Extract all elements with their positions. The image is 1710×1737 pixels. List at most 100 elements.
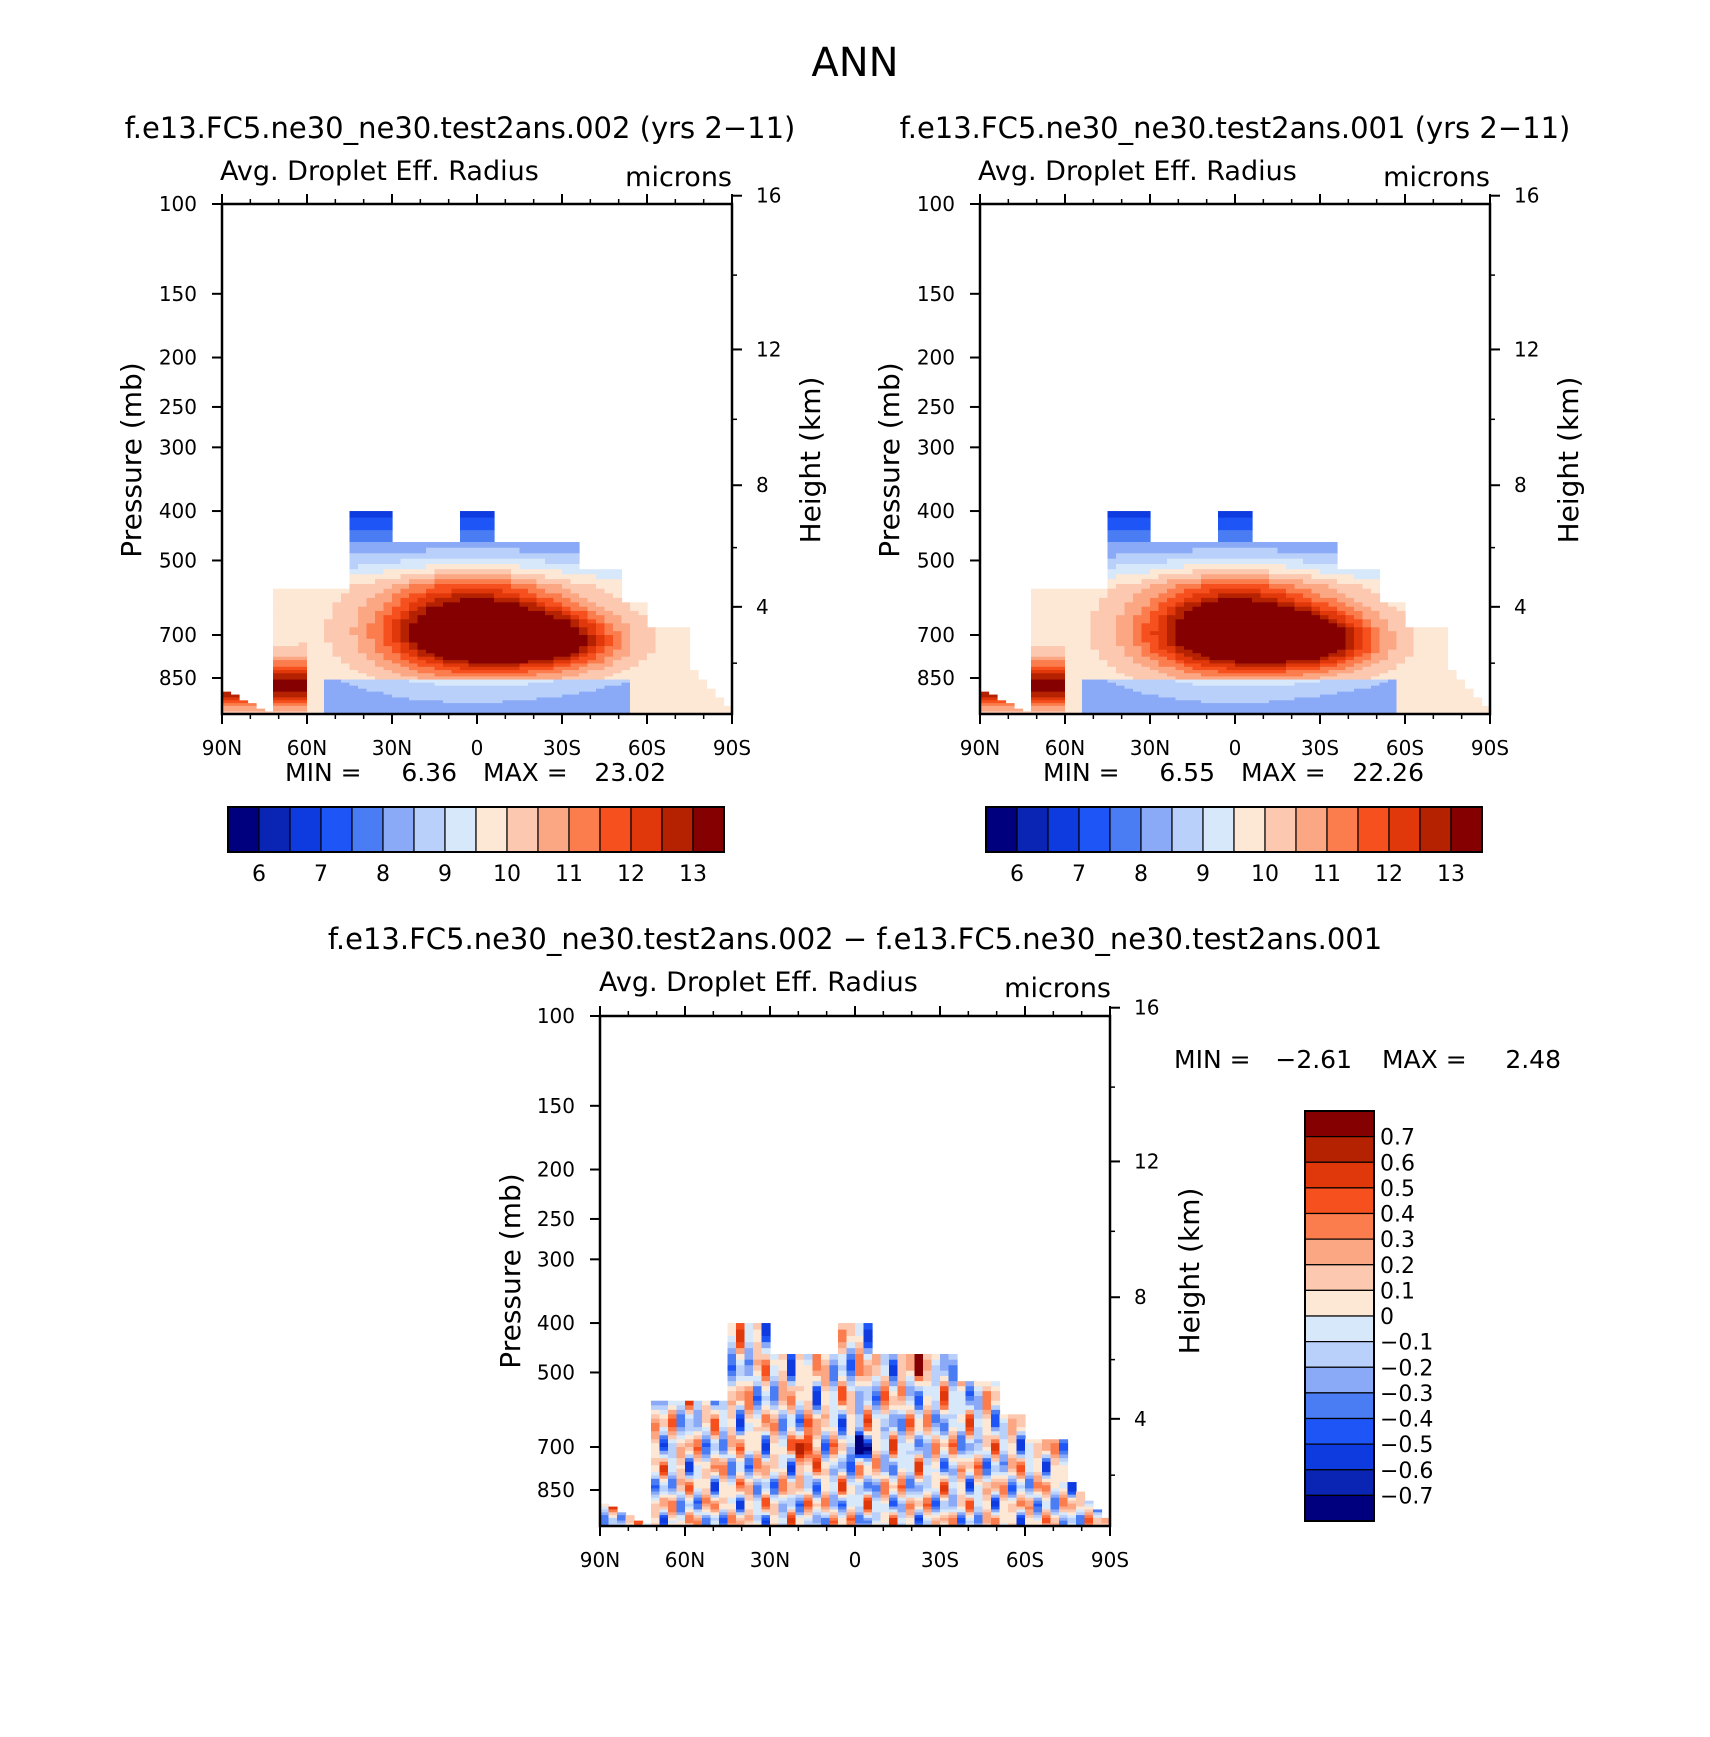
contour-cell — [1125, 650, 1134, 654]
contour-cell — [1278, 650, 1287, 654]
contour-cell — [622, 635, 631, 639]
contour-cell — [1040, 611, 1049, 616]
contour-cell — [435, 623, 444, 628]
contour-cell — [1312, 553, 1321, 559]
contour-cell — [1108, 653, 1117, 657]
contour-cell — [1261, 646, 1270, 650]
contour-cell — [290, 642, 299, 646]
contour-cell — [409, 615, 418, 620]
contour-cell — [711, 1405, 720, 1410]
contour-cell — [537, 574, 546, 580]
contour-cell — [1048, 635, 1057, 639]
contour-cell — [1031, 627, 1040, 631]
contour-cell — [358, 607, 367, 612]
contour-cell — [511, 569, 520, 575]
contour-cell — [1371, 631, 1380, 635]
contour-cell — [728, 1419, 737, 1424]
contour-cell — [1312, 646, 1321, 650]
contour-cell — [1108, 607, 1117, 612]
contour-cell — [1337, 642, 1346, 646]
contour-cell — [753, 1348, 762, 1354]
contour-cell — [1116, 639, 1125, 643]
contour-cell — [1065, 631, 1074, 635]
contour-cell — [1286, 607, 1295, 612]
contour-cell — [537, 559, 546, 565]
contour-cell — [1108, 574, 1117, 580]
contour-cell — [520, 657, 529, 661]
contour-cell — [1031, 589, 1040, 594]
contour-cell — [1363, 598, 1372, 603]
contour-cell — [1269, 589, 1278, 594]
contour-cell — [745, 1439, 754, 1443]
contour-cell — [1346, 639, 1355, 643]
contour-cell — [702, 1447, 711, 1451]
contour-cell — [1150, 542, 1159, 548]
contour-cell — [762, 1371, 771, 1377]
x-tick-label: 60N — [1045, 736, 1085, 760]
contour-cell — [333, 653, 342, 657]
contour-cell — [486, 650, 495, 654]
contour-cell — [1235, 607, 1244, 612]
contour-cell — [418, 602, 427, 607]
contour-cell — [622, 611, 631, 616]
contour-cell — [503, 631, 512, 635]
contour-cell — [677, 1414, 686, 1419]
contour-cell — [1031, 607, 1040, 612]
contour-cell — [1439, 646, 1448, 650]
contour-cell — [1167, 569, 1176, 575]
contour-cell — [452, 542, 461, 548]
contour-cell — [537, 611, 546, 616]
contour-cell — [1074, 619, 1083, 624]
contour-cell — [290, 639, 299, 643]
contour-cell — [503, 564, 512, 570]
contour-cell — [341, 611, 350, 616]
contour-cell — [273, 650, 282, 654]
contour-cell — [562, 584, 571, 589]
y-right-tick-label: 8 — [756, 473, 769, 497]
contour-cell — [668, 1454, 677, 1458]
contour-cell — [350, 631, 359, 635]
contour-cell — [1218, 593, 1227, 598]
contour-cell — [1312, 615, 1321, 620]
contour-cell — [384, 653, 393, 657]
contour-cell — [1422, 639, 1431, 643]
contour-cell — [409, 646, 418, 650]
contour-cell — [460, 635, 469, 639]
contour-cell — [494, 589, 503, 594]
contour-cell — [1371, 589, 1380, 594]
contour-cell — [333, 623, 342, 628]
contour-cell — [1363, 619, 1372, 624]
contour-cell — [1082, 619, 1091, 624]
contour-cell — [1167, 642, 1176, 646]
contour-cell — [1201, 593, 1210, 598]
contour-cell — [613, 574, 622, 580]
contour-cell — [503, 598, 512, 603]
contour-cell — [651, 1410, 660, 1415]
contour-cell — [554, 593, 563, 598]
contour-cell — [605, 631, 614, 635]
contour-cell — [460, 650, 469, 654]
contour-cell — [728, 1396, 737, 1401]
contour-cell — [1048, 602, 1057, 607]
contour-cell — [1329, 639, 1338, 643]
contour-cell — [426, 623, 435, 628]
contour-cell — [554, 569, 563, 575]
contour-cell — [694, 1427, 703, 1432]
contour-cell — [435, 646, 444, 650]
contour-cell — [1312, 548, 1321, 554]
contour-cell — [1116, 650, 1125, 654]
contour-cell — [588, 646, 597, 650]
contour-cell — [384, 611, 393, 616]
contour-cell — [1320, 569, 1329, 575]
contour-cell — [1040, 635, 1049, 639]
contour-cell — [1074, 639, 1083, 643]
contour-cell — [1235, 593, 1244, 598]
contour-cell — [736, 1336, 745, 1343]
contour-cell — [1261, 542, 1270, 548]
contour-cell — [1312, 589, 1321, 594]
contour-cell — [554, 574, 563, 580]
contour-cell — [1320, 559, 1329, 565]
contour-cell — [762, 1360, 771, 1366]
contour-cell — [596, 579, 605, 584]
